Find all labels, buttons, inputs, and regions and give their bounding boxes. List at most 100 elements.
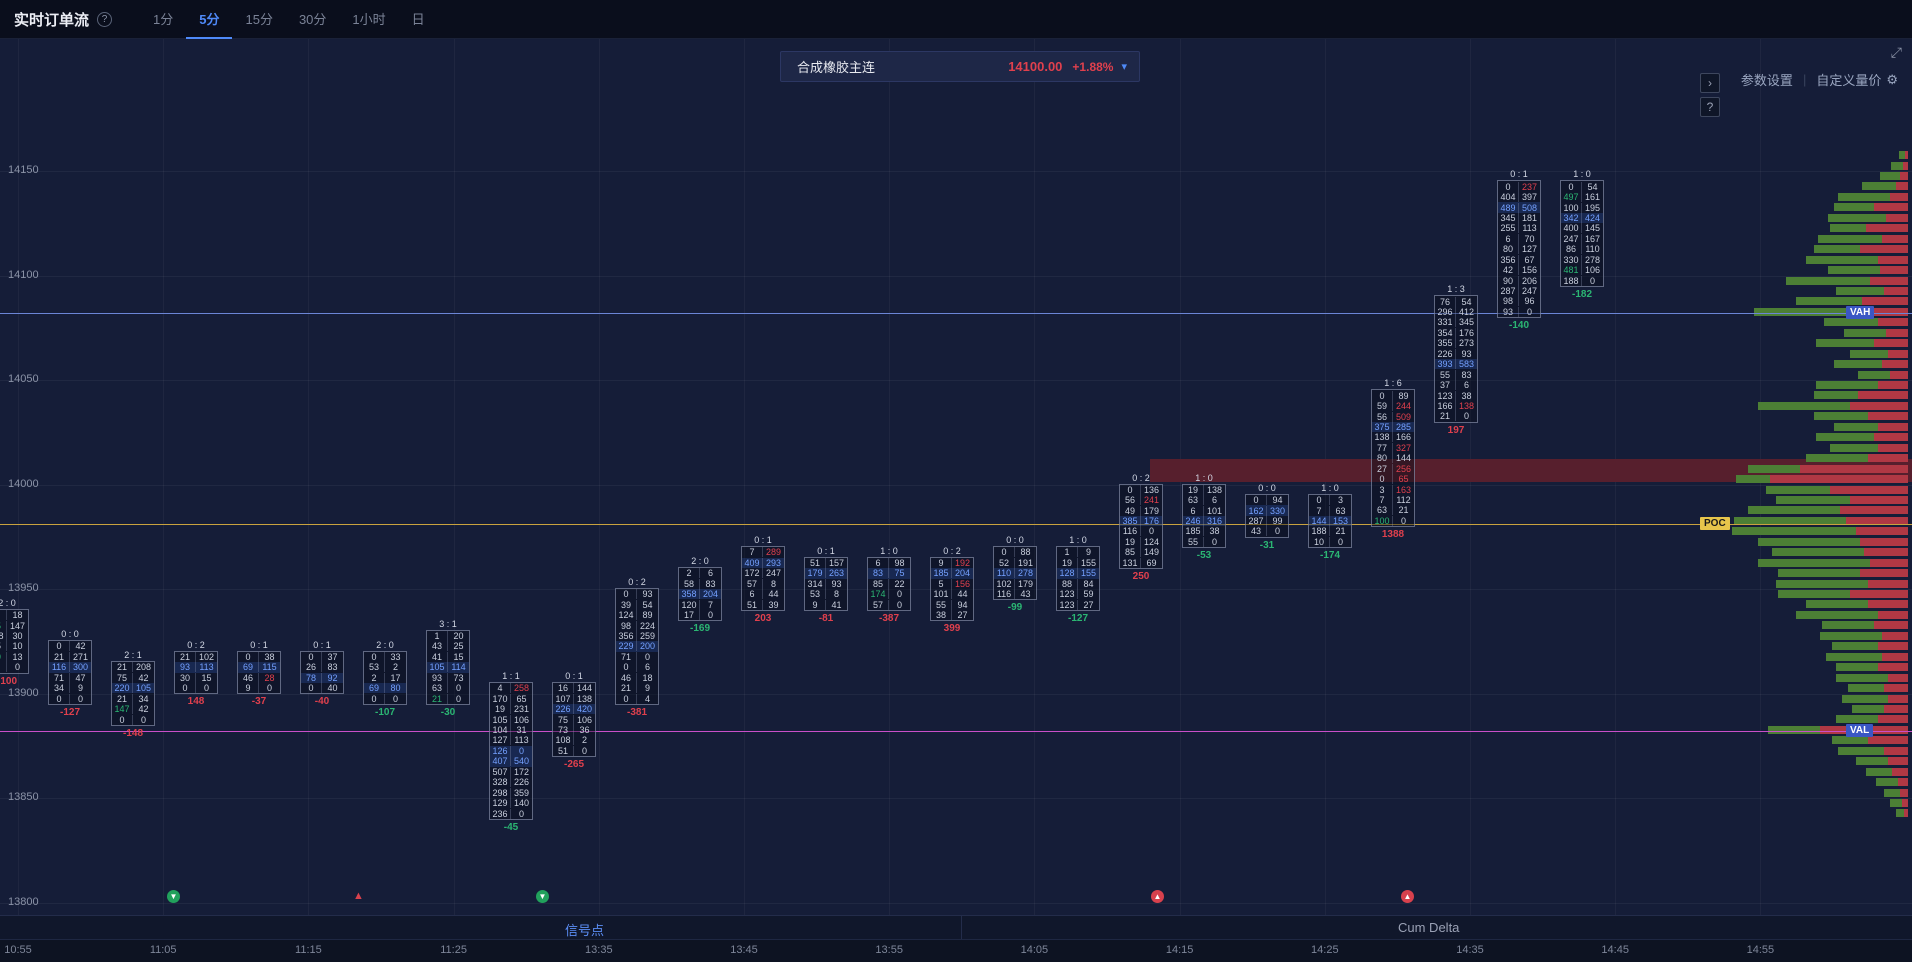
chart-help-button[interactable]: ? bbox=[1700, 97, 1720, 117]
footprint-row: 55 10 bbox=[0, 641, 28, 652]
profile-green-segment bbox=[1772, 548, 1864, 557]
footprint-row: 255 113 bbox=[1498, 223, 1540, 234]
price-tick-label: 14100 bbox=[8, 268, 39, 281]
footprint-row: 226 93 bbox=[1435, 348, 1477, 359]
footprint-row: 1 20 bbox=[427, 631, 469, 642]
volume-profile-row bbox=[1876, 778, 1908, 787]
ask-cell: 273 bbox=[1458, 338, 1475, 349]
ask-cell: 237 bbox=[1521, 181, 1538, 192]
bid-cell: 58 bbox=[679, 578, 700, 589]
footprint-box: 0 37 26 83 78 92 0 40 bbox=[300, 650, 344, 695]
volume-profile-row bbox=[1832, 642, 1908, 651]
ask-cell: 42 bbox=[138, 704, 149, 715]
footprint-row: 51 157 bbox=[805, 557, 847, 568]
cum-delta-pane-label[interactable]: Cum Delta bbox=[1398, 920, 1460, 935]
ask-cell: 44 bbox=[957, 589, 968, 600]
profile-green-segment bbox=[1758, 558, 1870, 567]
footprint-row: 354 176 bbox=[1435, 327, 1477, 338]
ask-cell: 127 bbox=[1521, 244, 1538, 255]
volume-profile-row bbox=[1828, 213, 1908, 222]
profile-red-segment bbox=[1874, 339, 1908, 348]
bid-cell: 328 bbox=[490, 777, 511, 788]
footprint-row: 45147 bbox=[0, 620, 28, 631]
collapse-button[interactable]: › bbox=[1700, 73, 1720, 93]
bid-cell: 0 bbox=[1372, 390, 1393, 401]
ask-cell: 166 bbox=[1395, 432, 1412, 443]
bid-cell: 116 bbox=[1120, 526, 1141, 537]
ask-cell: 155 bbox=[1080, 568, 1097, 579]
ask-cell: 20 bbox=[453, 631, 464, 642]
ask-cell: 509 bbox=[1395, 411, 1412, 422]
signal-pane-label[interactable]: 信号点 bbox=[565, 923, 605, 938]
bid-cell: 37 bbox=[1435, 380, 1456, 391]
volume-profile-row bbox=[1830, 224, 1908, 233]
profile-red-segment bbox=[1904, 809, 1908, 818]
profile-green-segment bbox=[1814, 245, 1860, 254]
bid-cell: 76 bbox=[1435, 296, 1456, 307]
ask-cell: 206 bbox=[1521, 275, 1538, 286]
bid-cell: 123 bbox=[1435, 390, 1456, 401]
bid-cell: 342 bbox=[1561, 212, 1582, 223]
instrument-selector[interactable]: 合成橡胶主连 14100.00 +1.88% ▾ bbox=[780, 51, 1140, 82]
ask-cell: 145 bbox=[1584, 223, 1601, 234]
bid-cell: 59 bbox=[1372, 401, 1393, 412]
bid-cell: 77 bbox=[1372, 442, 1393, 453]
tab-1小时[interactable]: 1小时 bbox=[352, 11, 386, 27]
footprint-row: 93 73 bbox=[427, 672, 469, 683]
footprint-bar: 2 : 0 2 6 58 83 358 204 120 7 17 0 -169 bbox=[678, 556, 722, 634]
footprint-row: 5 156 bbox=[931, 578, 973, 589]
footprint-row: 59 244 bbox=[1372, 401, 1414, 412]
param-settings-button[interactable]: 参数设置 bbox=[1740, 73, 1793, 88]
footprint-row: 110 278 bbox=[994, 568, 1036, 579]
custom-volume-price-button[interactable]: 自定义量价 bbox=[1816, 73, 1882, 88]
profile-green-segment bbox=[1778, 590, 1850, 598]
footprint-header: 0 : 2 bbox=[187, 639, 205, 650]
order-flow-chart[interactable]: 14150 14100 14050 14000 13950 13900 13850 13800… bbox=[0, 39, 1912, 915]
tab-15分[interactable]: 15分 bbox=[245, 11, 273, 27]
footprint-row: 0 54 bbox=[1561, 181, 1603, 192]
bid-cell: 0 bbox=[301, 651, 322, 662]
ask-cell: 157 bbox=[828, 557, 845, 568]
ask-cell: 42 bbox=[138, 672, 149, 683]
bid-cell: 6 bbox=[1498, 233, 1519, 244]
profile-green-segment bbox=[1776, 579, 1868, 588]
tab-日[interactable]: 日 bbox=[411, 11, 425, 27]
ask-cell: 70 bbox=[1524, 233, 1535, 244]
bid-cell: 53 bbox=[364, 662, 385, 673]
bid-cell: 63 bbox=[1372, 505, 1393, 516]
footprint-bar: 1 : 3 76 54 296 412 331 345 354 176 355 273 226 93 39… bbox=[1434, 284, 1478, 436]
profile-red-segment bbox=[1856, 527, 1908, 536]
profile-red-segment bbox=[1870, 276, 1908, 285]
bid-cell: 80 bbox=[1498, 244, 1519, 255]
ask-cell: 106 bbox=[576, 714, 593, 725]
tab-30分[interactable]: 30分 bbox=[298, 11, 327, 27]
bid-cell: 21 bbox=[1435, 411, 1456, 422]
volume-profile-row bbox=[1796, 297, 1908, 306]
footprint-box: 0 54 497 161 100 195 342 424 400 145 247 167 86 110 33… bbox=[1560, 180, 1604, 287]
tab-5分[interactable]: 5分 bbox=[186, 0, 233, 39]
footprint-row: 127 113 bbox=[490, 735, 532, 746]
bid-cell: 128 bbox=[1057, 568, 1078, 579]
tab-1分[interactable]: 1分 bbox=[153, 11, 174, 27]
gear-icon[interactable]: ⚙ bbox=[1886, 71, 1898, 87]
footprint-row: 41 15 bbox=[427, 651, 469, 662]
ask-cell: 99 bbox=[1272, 516, 1283, 527]
footprint-row: 75 106 bbox=[553, 714, 595, 725]
profile-red-segment bbox=[1900, 172, 1908, 180]
volume-profile-row bbox=[1758, 537, 1908, 546]
bid-cell: 88 bbox=[1057, 578, 1078, 589]
ask-cell: 176 bbox=[1458, 327, 1475, 338]
volume-profile-row bbox=[1880, 172, 1908, 180]
footprint-box: 0 94 162 330 287 99 43 0 bbox=[1245, 493, 1289, 538]
footprint-header: 0 : 0 bbox=[1258, 482, 1276, 493]
footprint-header: 1 : 0 bbox=[1321, 482, 1339, 493]
bid-cell: 0 bbox=[49, 693, 70, 704]
expand-icon[interactable]: ⤢ bbox=[1890, 44, 1902, 60]
chevron-down-icon[interactable]: ▾ bbox=[1121, 61, 1127, 73]
bid-cell: 246 bbox=[1183, 516, 1204, 527]
help-icon[interactable]: ? bbox=[97, 11, 113, 27]
val-label: VAL bbox=[1846, 724, 1874, 738]
footprint-box: 0 89 59 244 56 509 375 285 138 166 77 327 80 144 27 256… bbox=[1371, 389, 1415, 528]
profile-green-segment bbox=[1828, 213, 1886, 222]
